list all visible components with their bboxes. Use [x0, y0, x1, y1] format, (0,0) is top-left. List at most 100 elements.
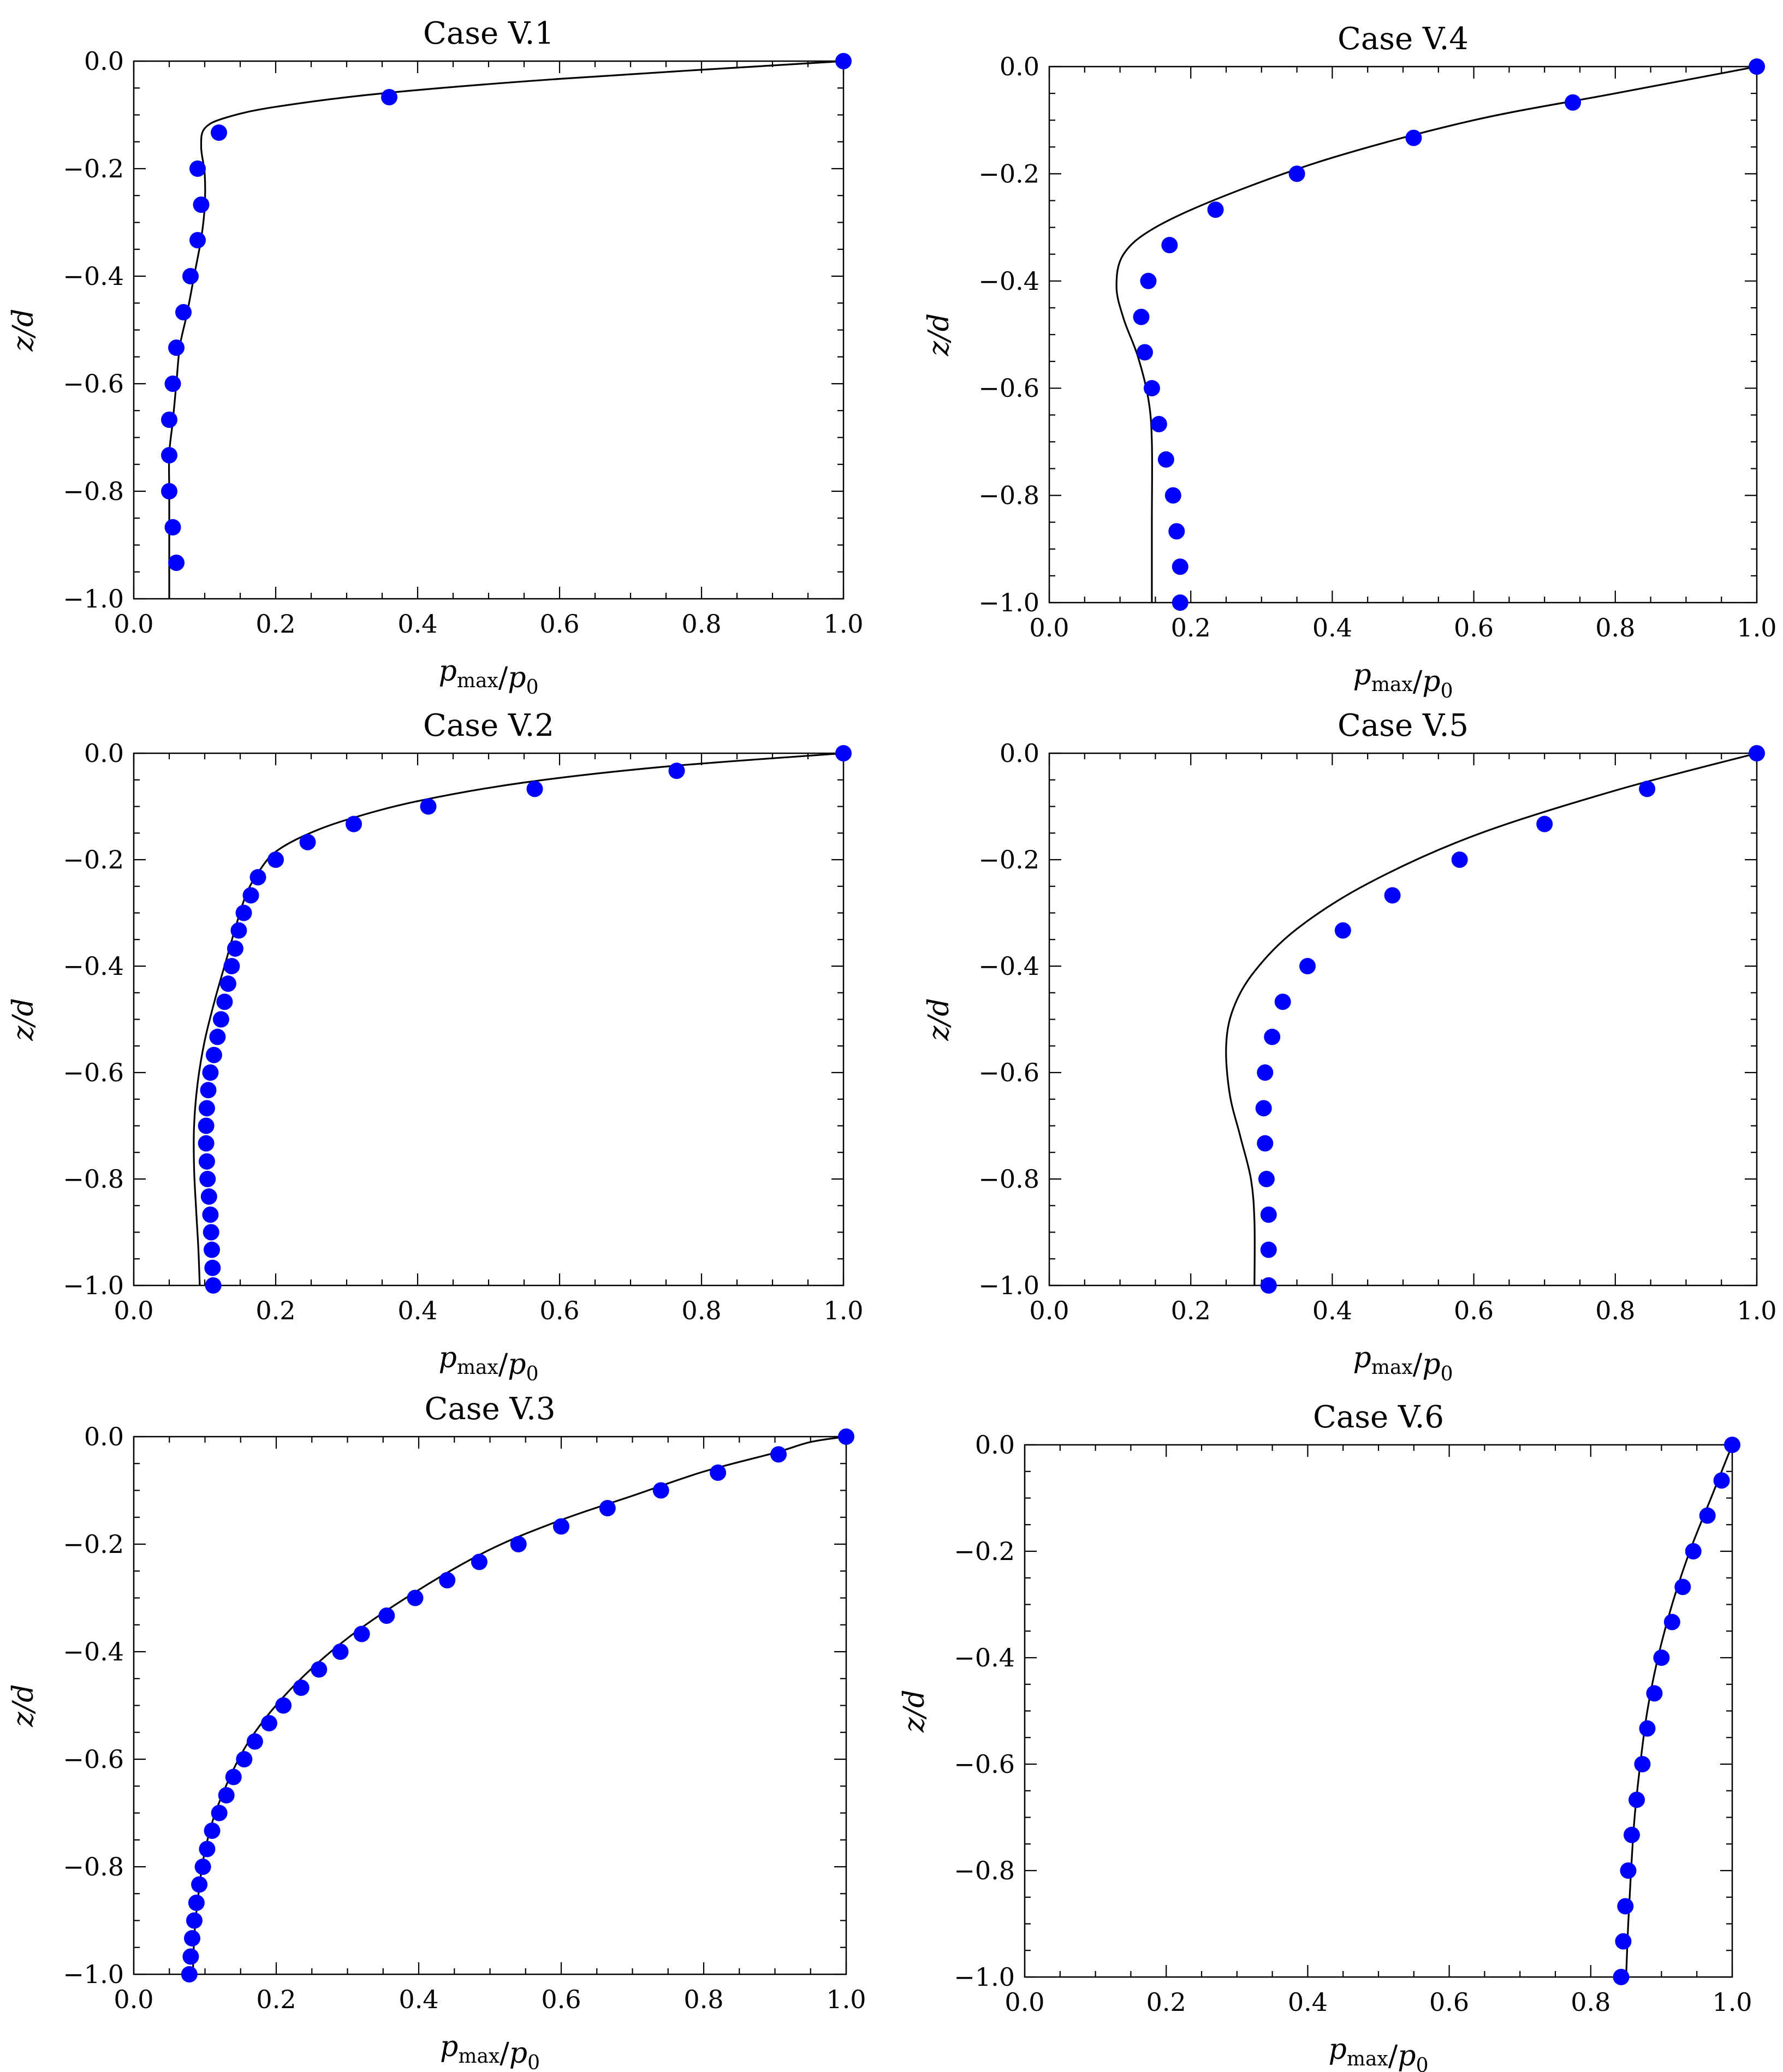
- x-tick-label: 1.0: [823, 609, 863, 639]
- y-tick-label: 0.0: [1000, 739, 1039, 768]
- data-point: [193, 196, 210, 213]
- y-tick-label: −0.8: [978, 481, 1039, 510]
- y-tick-label: −0.8: [978, 1164, 1039, 1194]
- x-tick-label: 1.0: [826, 1985, 866, 2014]
- y-tick-label: −0.6: [978, 373, 1039, 403]
- x-tick-label: 0.6: [541, 1985, 581, 2014]
- data-point: [346, 815, 362, 832]
- data-point: [1724, 1437, 1740, 1453]
- axes-frame: [1024, 1444, 1733, 1978]
- chart-title: Case V.6: [1313, 1400, 1444, 1435]
- data-point: [1143, 380, 1160, 397]
- y-tick-label: −0.2: [978, 159, 1039, 188]
- data-point: [1699, 1507, 1716, 1524]
- chart-panel-2: Case V.2 0.0 0.2 0.4 0.6 0.8 1.0 0.0 −0.2 −0.4 −0.…: [7, 708, 864, 1385]
- data-point: [1615, 1933, 1632, 1950]
- data-point: [175, 303, 192, 320]
- data-point: [161, 447, 177, 464]
- data-point: [381, 88, 397, 105]
- x-tick-label: 0.6: [539, 1296, 579, 1325]
- chart-title: Case V.3: [425, 1391, 556, 1427]
- chart-title: Case V.4: [1338, 21, 1469, 57]
- x-tick-label: 0.2: [255, 1296, 295, 1325]
- data-point: [1617, 1898, 1634, 1915]
- data-point: [181, 1966, 198, 1982]
- data-point: [198, 1135, 215, 1152]
- y-axis-label: z/d: [7, 1684, 40, 1727]
- x-axis-label: pmax/p0: [440, 2031, 540, 2072]
- data-point: [235, 904, 252, 921]
- y-tick-label: −1.0: [978, 588, 1039, 617]
- data-point: [227, 940, 243, 957]
- y-tick-label: −1.0: [978, 1271, 1039, 1300]
- data-point: [203, 1224, 219, 1241]
- x-tick-label: 0.4: [397, 609, 437, 639]
- x-tick-label: 0.2: [256, 1985, 296, 2014]
- data-point: [710, 1464, 727, 1481]
- x-tick-label: 0.6: [1454, 1296, 1494, 1325]
- data-point: [1161, 237, 1178, 254]
- data-point: [164, 519, 181, 535]
- y-tick-label: −0.8: [954, 1856, 1015, 1885]
- data-point: [1157, 451, 1174, 468]
- data-point: [1164, 487, 1181, 504]
- data-point: [218, 1787, 235, 1803]
- y-tick-label: −0.2: [978, 845, 1039, 874]
- model-line: [193, 753, 843, 1285]
- data-point: [1639, 1720, 1656, 1737]
- data-point: [188, 1894, 205, 1911]
- x-tick-label: 0.4: [399, 1985, 438, 2014]
- data-point: [204, 1241, 220, 1258]
- y-tick-label: −0.4: [63, 261, 124, 291]
- data-point: [299, 833, 316, 850]
- data-point: [1536, 815, 1553, 832]
- x-tick-label: 0.0: [1005, 1987, 1044, 2017]
- data-point: [1172, 558, 1188, 575]
- axes-frame: [1048, 66, 1758, 604]
- y-tick-label: −0.6: [63, 369, 124, 398]
- data-point: [1260, 1277, 1277, 1294]
- data-point: [1140, 272, 1157, 289]
- data-point: [260, 1715, 277, 1732]
- data-point: [1207, 201, 1224, 218]
- data-point: [835, 53, 852, 69]
- data-point: [198, 1117, 215, 1134]
- data-point: [198, 1100, 215, 1117]
- data-point: [332, 1644, 349, 1660]
- data-point: [246, 1733, 263, 1750]
- data-point: [168, 555, 185, 571]
- data-point: [204, 1259, 221, 1276]
- data-point: [1136, 344, 1153, 361]
- data-point: [1257, 1064, 1274, 1081]
- y-tick-label: −0.4: [954, 1643, 1015, 1672]
- x-axis-label: pmax/p0: [439, 655, 539, 699]
- data-point: [471, 1553, 488, 1570]
- data-point: [293, 1679, 310, 1696]
- x-tick-label: 0.0: [114, 1985, 153, 2014]
- x-tick-label: 0.6: [1454, 613, 1494, 642]
- data-point: [1172, 594, 1188, 611]
- x-tick-label: 0.4: [1288, 1987, 1328, 2017]
- y-tick-label: 0.0: [84, 1422, 124, 1451]
- data-point: [199, 1171, 216, 1187]
- axes-frame: [133, 1436, 847, 1975]
- data-point: [198, 1153, 215, 1170]
- x-tick-label: 0.2: [1146, 1987, 1186, 2017]
- data-point: [161, 411, 177, 428]
- y-tick-label: 0.0: [84, 739, 124, 768]
- data-point: [1258, 1171, 1275, 1187]
- x-axis-label: pmax/p0: [439, 1342, 539, 1385]
- chart-panel-1: Case V.1 0.0 0.2 0.4 0.6 0.8 1.0 0.0 −0.2 −0.4 −0.…: [7, 16, 864, 699]
- data-point: [420, 798, 437, 815]
- y-tick-label: −0.8: [63, 1852, 124, 1882]
- data-point: [407, 1589, 424, 1606]
- data-point: [209, 1028, 226, 1045]
- y-tick-label: −1.0: [63, 1271, 124, 1300]
- x-tick-label: 0.2: [1171, 613, 1211, 642]
- data-point: [1260, 1241, 1277, 1258]
- chart-panel-5: Case V.5 0.0 0.2 0.4 0.6 0.8 1.0 0.0 −0.2 −0.4 −0.…: [923, 708, 1777, 1385]
- axes-frame: [1048, 752, 1758, 1287]
- data-point: [219, 975, 236, 992]
